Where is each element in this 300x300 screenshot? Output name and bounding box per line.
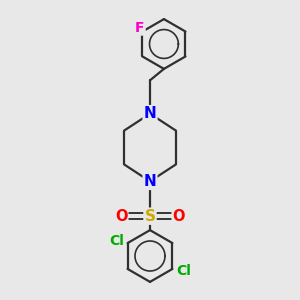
Text: Cl: Cl [109, 234, 124, 248]
Text: O: O [172, 209, 185, 224]
Text: O: O [115, 209, 128, 224]
Text: N: N [144, 174, 156, 189]
Text: F: F [135, 21, 145, 34]
Text: N: N [144, 106, 156, 121]
Text: S: S [145, 209, 155, 224]
Text: Cl: Cl [176, 264, 191, 278]
